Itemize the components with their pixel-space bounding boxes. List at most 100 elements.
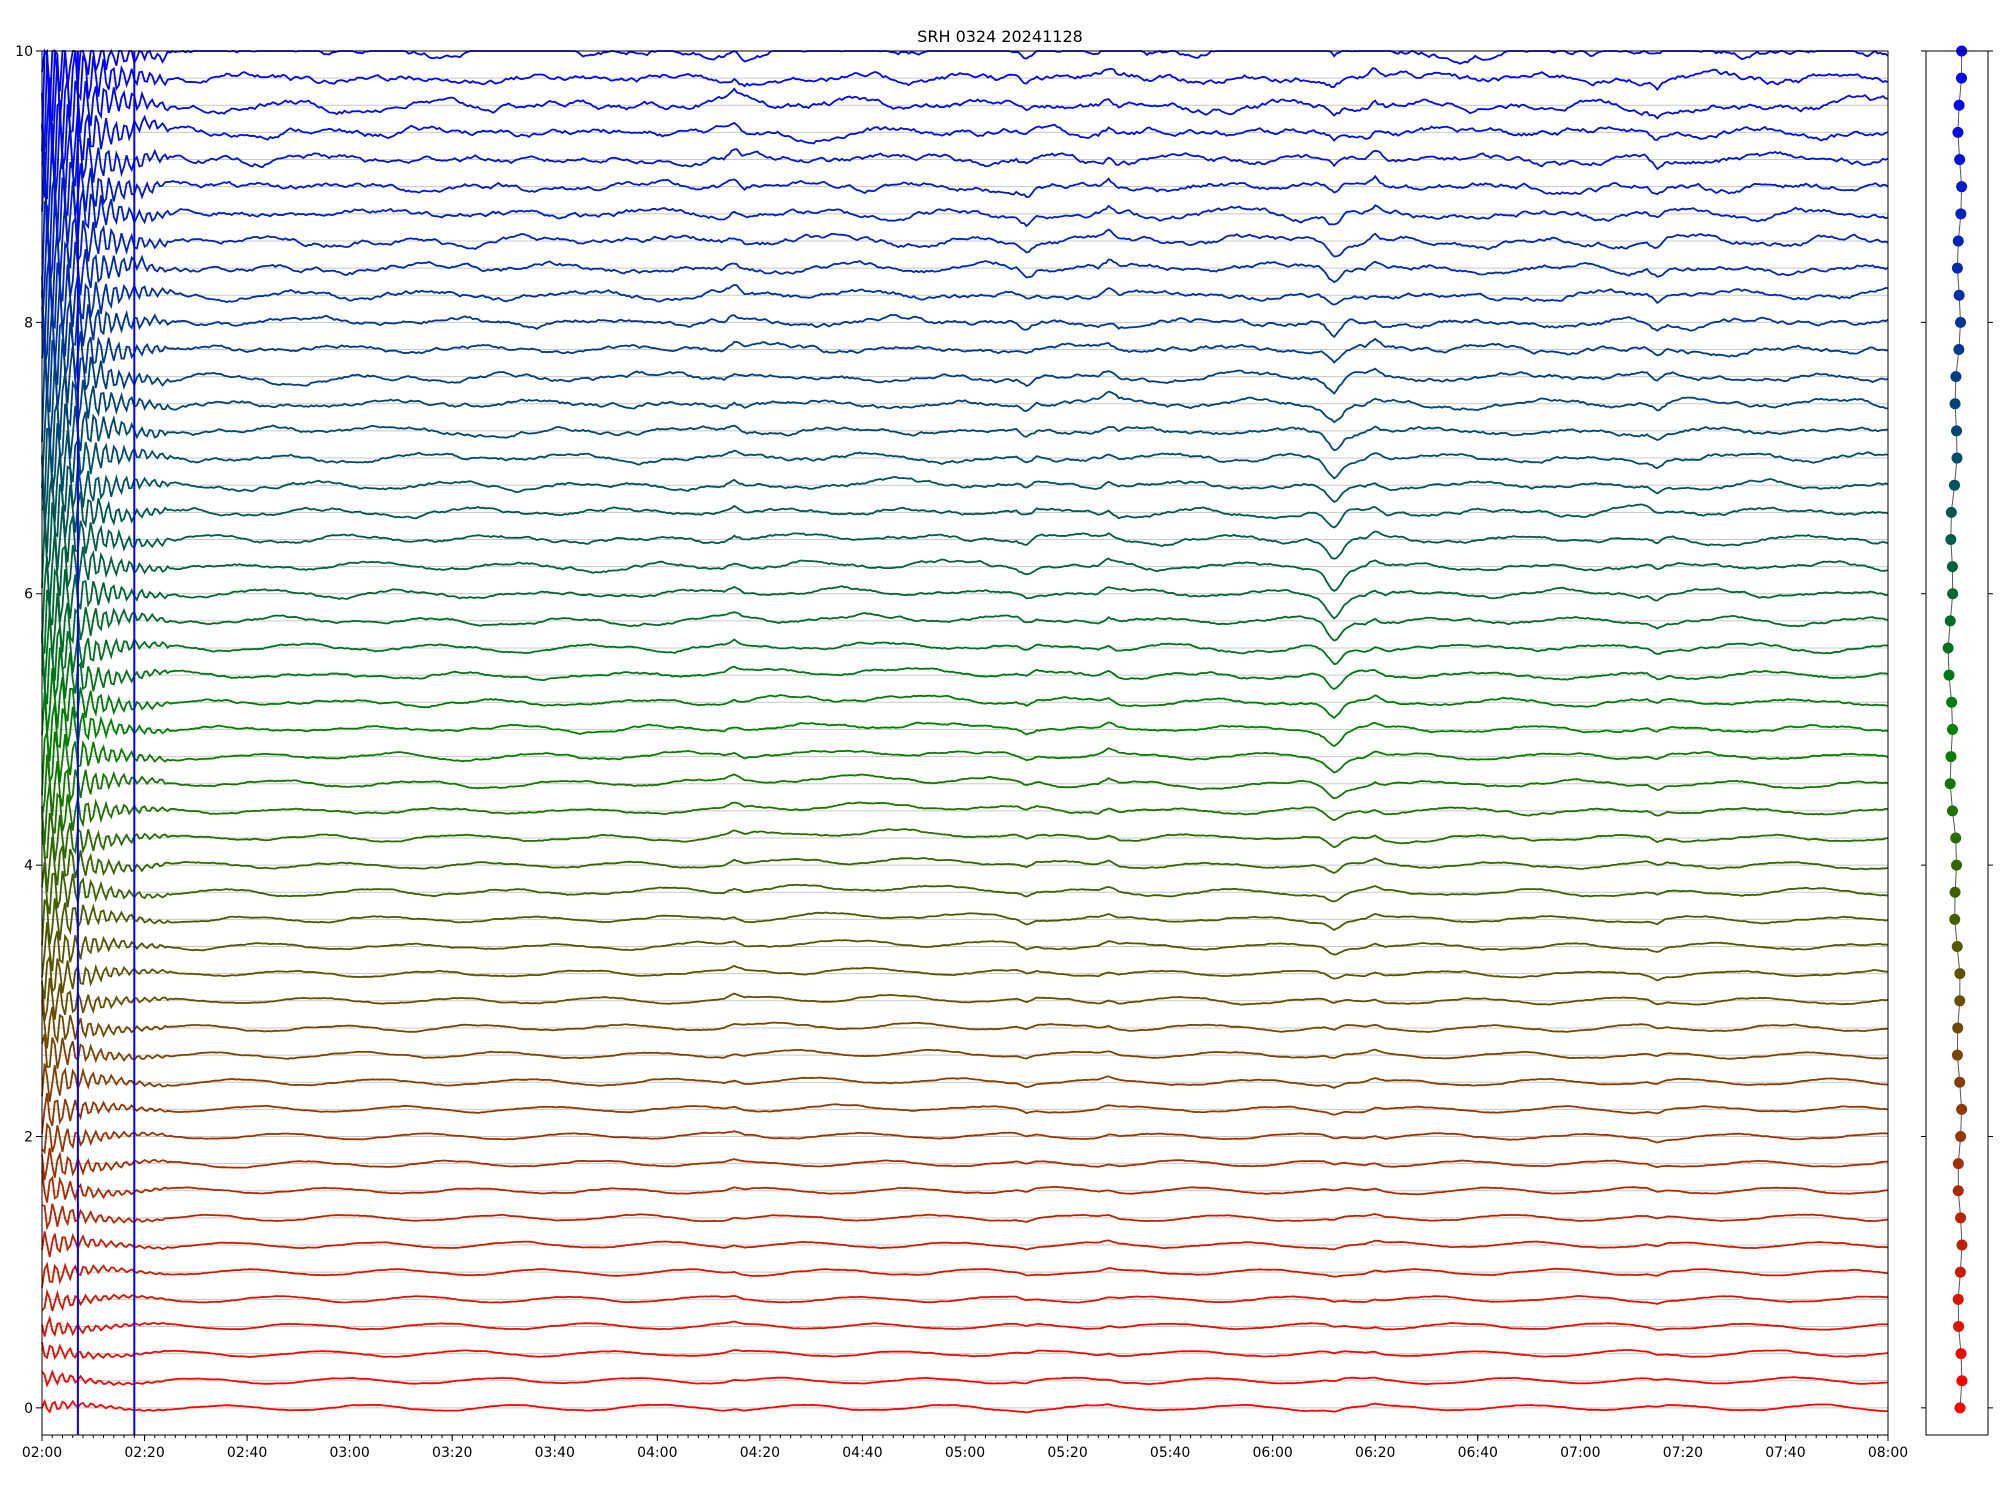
side-point-42 [1951, 262, 1963, 274]
trace-line-22 [41, 783, 1889, 846]
trace-line-28 [41, 611, 1889, 690]
trace-line-44 [41, 152, 1889, 265]
trace-line-27 [41, 630, 1889, 705]
trace-line-47 [41, 77, 1889, 198]
side-point-9 [1952, 1158, 1964, 1170]
trace-line-8 [41, 1170, 1888, 1203]
y-tick-label: 2 [24, 1129, 33, 1145]
side-point-12 [1954, 1076, 1966, 1088]
x-tick-label: 03:00 [329, 1445, 369, 1461]
side-point-25 [1947, 723, 1959, 735]
trace-line-13 [41, 1034, 1889, 1069]
side-point-46 [1954, 154, 1966, 166]
x-tick-label: 06:20 [1355, 1445, 1395, 1461]
side-point-7 [1955, 1212, 1967, 1224]
x-tick-label: 04:20 [740, 1445, 780, 1461]
side-point-18 [1949, 913, 1961, 925]
trace-line-39 [41, 290, 1889, 402]
x-tick-label: 08:00 [1868, 1445, 1908, 1461]
side-point-20 [1951, 859, 1963, 871]
y-tick-label: 8 [24, 315, 33, 331]
x-tick-label: 04:00 [637, 1445, 677, 1461]
trace-line-37 [41, 359, 1889, 451]
y-axis: 0 2 4 6 8 10 [15, 44, 42, 1417]
y-tick-label: 0 [24, 1401, 33, 1417]
side-point-17 [1951, 941, 1963, 953]
trace-line-3 [41, 1314, 1889, 1338]
trace-line-24 [41, 731, 1889, 796]
trace-line-9 [41, 1147, 1888, 1181]
side-point-45 [1956, 181, 1968, 193]
side-point-35 [1951, 452, 1963, 464]
side-point-1 [1956, 1375, 1968, 1387]
trace-line-15 [41, 977, 1889, 1021]
x-tick-label: 06:00 [1252, 1445, 1292, 1461]
x-axis: 02:00 02:20 02:40 03:00 03:20 03:40 04:00 04:20… [22, 1435, 1908, 1461]
trace-line-4 [41, 1288, 1888, 1312]
side-point-29 [1944, 615, 1956, 627]
y-tick-label: 4 [24, 858, 33, 874]
side-point-21 [1950, 832, 1962, 844]
side-point-2 [1955, 1348, 1967, 1360]
side-point-41 [1953, 289, 1965, 301]
side-point-37 [1949, 398, 1961, 410]
side-point-11 [1956, 1103, 1968, 1115]
trace-line-10 [41, 1122, 1889, 1155]
side-plot-frame [1925, 50, 1989, 1436]
trace-line-36 [41, 384, 1889, 489]
trace-line-11 [41, 1092, 1889, 1134]
trace-line-34 [41, 440, 1889, 529]
trace-line-0 [41, 1398, 1888, 1414]
side-point-8 [1952, 1185, 1964, 1197]
main-plot: 0 2 4 6 8 10 02:00 02:20 02:40 03:00 03:20 03:40 04… [15, 44, 1908, 1461]
side-point-10 [1955, 1130, 1967, 1142]
trace-line-25 [41, 692, 1889, 762]
trace-line-16 [41, 953, 1888, 1000]
x-tick-label: 05:20 [1047, 1445, 1087, 1461]
x-tick-label: 02:00 [22, 1445, 62, 1461]
trace-line-7 [41, 1203, 1889, 1231]
side-point-23 [1944, 778, 1956, 790]
trace-line-20 [41, 831, 1889, 892]
side-point-32 [1945, 533, 1957, 545]
trace-line-5 [41, 1261, 1889, 1288]
x-tick-label: 03:20 [432, 1445, 472, 1461]
trace-line-2 [41, 1342, 1889, 1361]
trace-line-43 [41, 198, 1889, 299]
side-point-44 [1955, 208, 1967, 220]
x-tick-label: 07:20 [1663, 1445, 1703, 1461]
side-point-28 [1942, 642, 1954, 654]
side-point-5 [1954, 1266, 1966, 1278]
side-point-38 [1950, 371, 1962, 383]
trace-line-31 [41, 523, 1889, 609]
trace-line-12 [41, 1063, 1889, 1102]
side-point-27 [1943, 669, 1955, 681]
side-point-0 [1954, 1402, 1966, 1414]
side-point-33 [1945, 506, 1957, 518]
side-plot [1921, 45, 1993, 1436]
chart-title: SRH 0324 20241128 [917, 27, 1083, 46]
trace-line-1 [41, 1369, 1888, 1388]
side-point-22 [1946, 805, 1958, 817]
trace-line-23 [41, 754, 1889, 818]
x-tick-label: 05:00 [945, 1445, 985, 1461]
side-point-36 [1951, 425, 1963, 437]
trace-line-33 [41, 457, 1889, 553]
x-tick-label: 03:40 [535, 1445, 575, 1461]
side-point-6 [1956, 1239, 1968, 1251]
side-point-34 [1948, 479, 1960, 491]
y-tick-label: 6 [24, 587, 33, 603]
x-tick-label: 04:40 [842, 1445, 882, 1461]
side-point-13 [1951, 1049, 1963, 1061]
trace-line-6 [41, 1231, 1889, 1258]
side-point-24 [1945, 751, 1957, 763]
trace-line-40 [41, 275, 1889, 368]
side-point-31 [1946, 561, 1958, 573]
trace-line-41 [41, 251, 1889, 354]
side-point-3 [1953, 1320, 1965, 1332]
x-tick-label: 05:40 [1150, 1445, 1190, 1461]
y-tick-label: 10 [15, 44, 33, 60]
x-tick-label: 02:40 [227, 1445, 267, 1461]
trace-line-42 [41, 214, 1889, 329]
x-tick-label: 07:40 [1765, 1445, 1805, 1461]
